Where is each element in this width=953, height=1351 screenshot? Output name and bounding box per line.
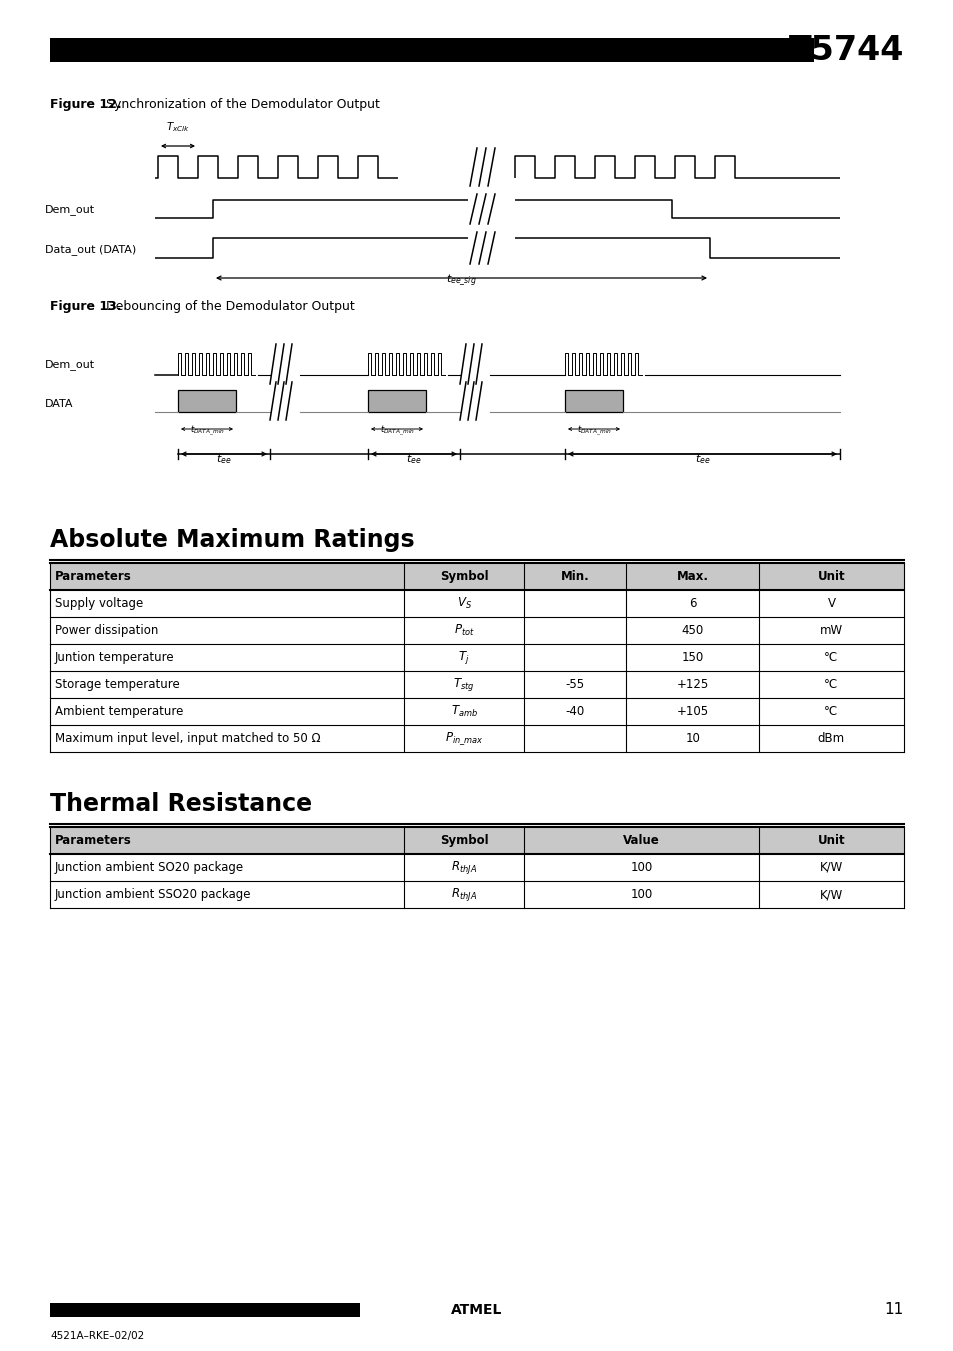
Text: Figure 12.: Figure 12. (50, 99, 121, 111)
Text: Unit: Unit (817, 834, 844, 847)
Text: $\mathit{R}_{thJA}$: $\mathit{R}_{thJA}$ (451, 859, 476, 875)
Text: Absolute Maximum Ratings: Absolute Maximum Ratings (50, 528, 415, 553)
Text: $t_{ee}$: $t_{ee}$ (406, 453, 421, 466)
Text: 100: 100 (630, 888, 652, 901)
Text: 11: 11 (883, 1302, 903, 1317)
Text: $t_{DATA\_min}$: $t_{DATA\_min}$ (190, 423, 224, 438)
Text: $\mathit{R}_{thJA}$: $\mathit{R}_{thJA}$ (451, 886, 476, 902)
Text: $t_{ee\_sig}$: $t_{ee\_sig}$ (446, 273, 476, 288)
Text: Supply voltage: Supply voltage (55, 597, 143, 611)
Text: $t_{ee}$: $t_{ee}$ (694, 453, 710, 466)
Text: Junction ambient SSO20 package: Junction ambient SSO20 package (55, 888, 252, 901)
Text: -55: -55 (565, 678, 584, 690)
Text: $\mathit{V}_{S}$: $\mathit{V}_{S}$ (456, 596, 471, 611)
Text: Synchronization of the Demodulator Output: Synchronization of the Demodulator Outpu… (106, 99, 379, 111)
Text: °C: °C (823, 651, 838, 663)
Text: °C: °C (823, 678, 838, 690)
Text: 10: 10 (684, 732, 700, 744)
Text: $t_{DATA\_min}$: $t_{DATA\_min}$ (379, 423, 414, 438)
Bar (50, 827, 903, 854)
Bar (50, 563, 903, 590)
Text: Symbol: Symbol (439, 834, 488, 847)
Bar (178, 390, 235, 412)
Text: $\mathit{T}_{amb}$: $\mathit{T}_{amb}$ (450, 704, 477, 719)
Text: +105: +105 (676, 705, 708, 717)
Text: Data_out (DATA): Data_out (DATA) (45, 245, 136, 255)
Text: Dem_out: Dem_out (45, 204, 95, 215)
Bar (50, 1302, 359, 1317)
Text: Parameters: Parameters (55, 834, 132, 847)
Text: K/W: K/W (819, 888, 842, 901)
Text: 100: 100 (630, 861, 652, 874)
Text: Thermal Resistance: Thermal Resistance (50, 792, 312, 816)
Text: 450: 450 (680, 624, 703, 638)
Text: °C: °C (823, 705, 838, 717)
Text: V: V (826, 597, 835, 611)
Text: ATMEL: ATMEL (451, 1302, 502, 1317)
Text: $t_{DATA\_min}$: $t_{DATA\_min}$ (576, 423, 611, 438)
Text: +125: +125 (676, 678, 708, 690)
Text: Juntion temperature: Juntion temperature (55, 651, 174, 663)
Text: -40: -40 (565, 705, 584, 717)
Text: 4521A–RKE–02/02: 4521A–RKE–02/02 (50, 1331, 144, 1342)
Text: $\mathit{T}_{j}$: $\mathit{T}_{j}$ (458, 648, 470, 666)
Bar (564, 390, 622, 412)
Text: $t_{ee}$: $t_{ee}$ (216, 453, 232, 466)
Text: 150: 150 (680, 651, 703, 663)
Bar (368, 390, 426, 412)
Text: Power dissipation: Power dissipation (55, 624, 158, 638)
Text: Storage temperature: Storage temperature (55, 678, 179, 690)
Text: Junction ambient SO20 package: Junction ambient SO20 package (55, 861, 244, 874)
Text: dBm: dBm (817, 732, 844, 744)
Text: mW: mW (819, 624, 842, 638)
Text: Value: Value (622, 834, 659, 847)
Text: Figure 13.: Figure 13. (50, 300, 121, 313)
Text: K/W: K/W (819, 861, 842, 874)
Text: $\mathit{P}_{in\_max}$: $\mathit{P}_{in\_max}$ (444, 730, 483, 747)
Text: DATA: DATA (45, 399, 73, 409)
Text: $\mathit{P}_{tot}$: $\mathit{P}_{tot}$ (454, 623, 474, 638)
Text: Symbol: Symbol (439, 570, 488, 584)
Text: T5744: T5744 (788, 34, 903, 66)
Text: Dem_out: Dem_out (45, 359, 95, 370)
Text: Parameters: Parameters (55, 570, 132, 584)
Text: $\mathit{T}_{stg}$: $\mathit{T}_{stg}$ (453, 676, 475, 693)
Text: Ambient temperature: Ambient temperature (55, 705, 183, 717)
Text: Max.: Max. (676, 570, 708, 584)
Bar (50, 38, 813, 62)
Text: Min.: Min. (560, 570, 589, 584)
Text: Maximum input level, input matched to 50 Ω: Maximum input level, input matched to 50… (55, 732, 320, 744)
Text: Debouncing of the Demodulator Output: Debouncing of the Demodulator Output (106, 300, 355, 313)
Text: Unit: Unit (817, 570, 844, 584)
Text: $\mathit{T}_{xClk}$: $\mathit{T}_{xClk}$ (166, 120, 190, 134)
Text: 6: 6 (688, 597, 696, 611)
